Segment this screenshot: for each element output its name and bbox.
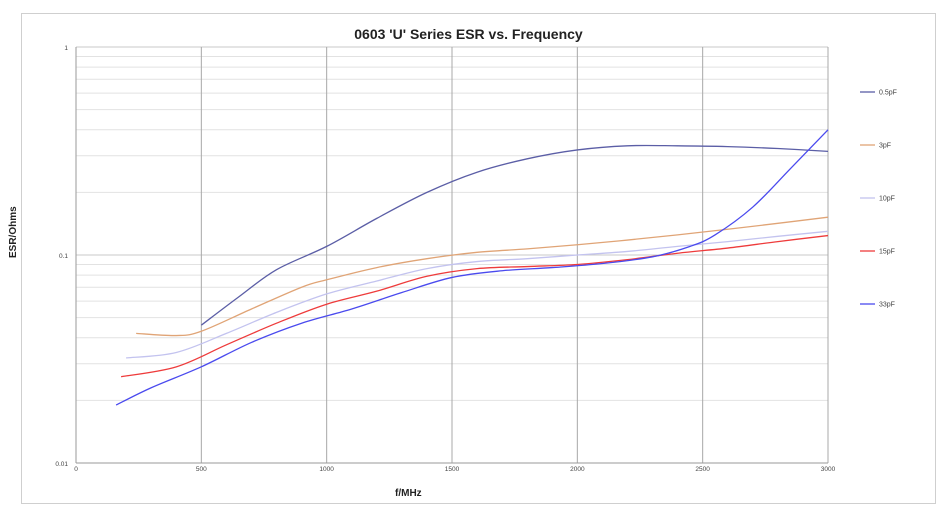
x-tick-label: 1000 — [319, 466, 334, 473]
chart-title: 0603 'U' Series ESR vs. Frequency — [354, 26, 583, 42]
legend-label: 3pF — [879, 143, 891, 150]
chart-border — [21, 13, 936, 504]
x-tick-label: 2500 — [695, 466, 710, 473]
x-tick-label: 500 — [196, 466, 207, 473]
legend-label: 0.5pF — [879, 90, 897, 97]
x-tick-label: 1500 — [445, 466, 460, 473]
legend-label: 15pF — [879, 249, 895, 256]
legend-label: 33pF — [879, 302, 895, 309]
x-tick-label: 3000 — [821, 466, 836, 473]
series-line-05pf — [200, 144, 829, 326]
y-tick-label: 0.1 — [59, 253, 68, 260]
y-tick-label: 0.01 — [55, 461, 68, 468]
x-axis-label: f/MHz — [395, 488, 422, 499]
series-line-15pf — [121, 234, 829, 378]
x-tick-label: 2000 — [570, 466, 585, 473]
series-line-33pf — [115, 129, 829, 406]
series-line-3pf — [136, 216, 829, 337]
x-tick-label: 0 — [74, 466, 78, 473]
legend-label: 10pF — [879, 196, 895, 203]
series-line-10pf — [126, 230, 829, 359]
y-tick-label: 1 — [64, 45, 68, 52]
